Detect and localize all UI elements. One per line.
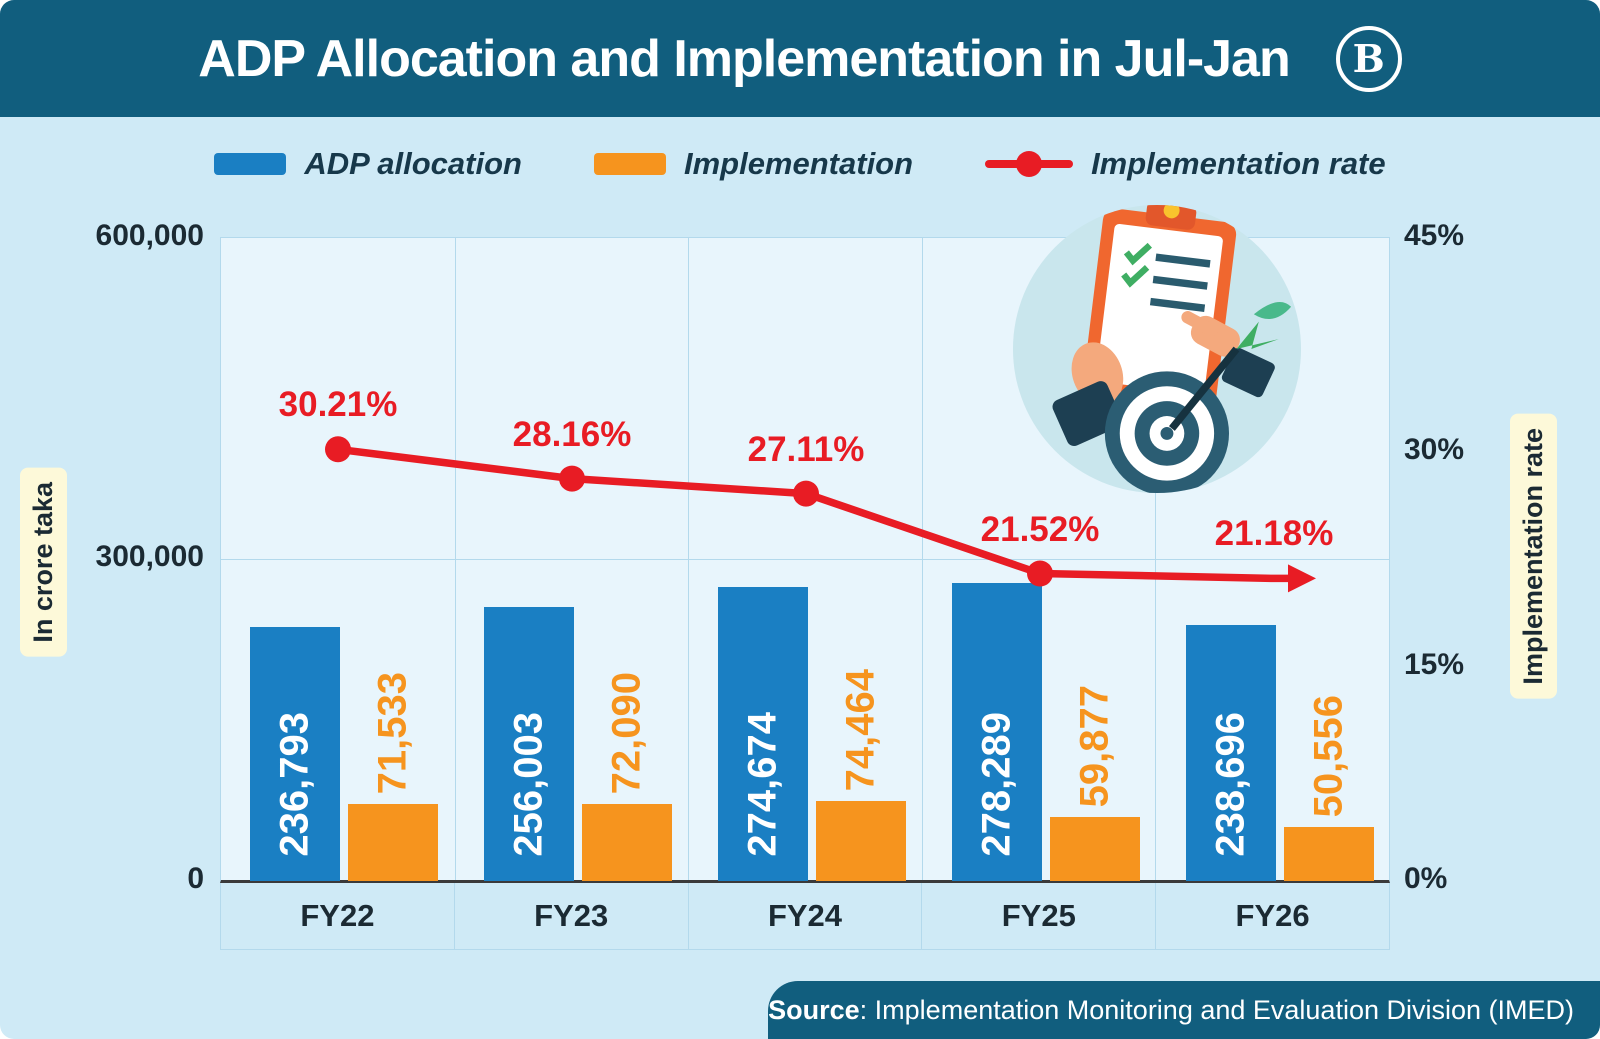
rate-point — [1027, 560, 1053, 587]
header: ADP Allocation and Implementation in Jul… — [0, 0, 1600, 117]
implementation-swatch-icon — [593, 153, 666, 175]
category-axis: FY22 FY23 FY24 FY25 FY26 — [220, 883, 1390, 950]
source-text: : Implementation Monitoring and Evaluati… — [859, 994, 1574, 1025]
source-bar: Source: Implementation Monitoring and Ev… — [768, 981, 1600, 1039]
right-axis-title: Implementation rate — [1510, 414, 1557, 699]
implementation-bar — [582, 804, 672, 881]
rate-value-label: 28.16% — [512, 414, 632, 454]
clipboard-target-illustration-icon — [1012, 204, 1302, 494]
legend-label: Implementation rate — [1091, 146, 1386, 181]
right-axis-tick: 30% — [1404, 433, 1465, 466]
gridline — [221, 559, 1389, 560]
category-band: 274,674 74,464 — [689, 238, 923, 881]
left-axis-tick: 600,000 — [95, 219, 204, 252]
adp-allocation-bar: 274,674 — [718, 587, 808, 881]
legend-label: ADP allocation — [304, 146, 522, 181]
tbs-logo-letter: B — [1352, 36, 1385, 81]
category-band: 278,289 59,877 — [923, 238, 1157, 881]
rate-point — [793, 480, 819, 507]
category-band: 236,793 71,533 — [221, 238, 455, 881]
implementation-rate-line — [325, 436, 1316, 593]
category-band: 256,003 72,090 — [455, 238, 689, 881]
source-label: Source — [768, 994, 860, 1025]
right-axis-tick: 15% — [1404, 648, 1465, 681]
adp-allocation-bar: 278,289 — [952, 583, 1042, 881]
left-axis-tick: 0 — [187, 862, 204, 895]
implementation-rate-swatch-icon — [985, 151, 1074, 177]
tbs-logo-icon: B — [1335, 25, 1402, 92]
rate-point — [559, 465, 585, 492]
legend-label: Implementation — [683, 146, 914, 181]
right-axis-tick: 0% — [1404, 862, 1448, 895]
category-label: FY26 — [1235, 898, 1310, 933]
implementation-bar — [1050, 817, 1140, 881]
category-label: FY25 — [922, 883, 1157, 949]
rate-point — [325, 436, 351, 463]
category-label: FY23 — [455, 883, 689, 949]
legend-item-adp-allocation: ADP allocation — [214, 146, 522, 182]
rate-arrowhead-icon — [1288, 564, 1316, 593]
rate-value-label: 21.18% — [1214, 514, 1334, 554]
rate-line-path — [337, 445, 1300, 583]
legend-item-implementation: Implementation — [593, 146, 914, 182]
left-axis-tick: 300,000 — [95, 540, 204, 573]
rate-labels-layer: 30.21% 28.16% 27.11% 21.52% 21.18% — [221, 238, 1391, 881]
adp-allocation-bar: 236,793 — [250, 627, 340, 881]
category-band: 238,696 50,556 — [1157, 238, 1391, 881]
adp-allocation-swatch-icon — [214, 153, 287, 175]
legend: ADP allocation Implementation Implementa… — [0, 138, 1600, 190]
rate-value-label: 21.52% — [980, 509, 1100, 549]
implementation-bar — [348, 804, 438, 881]
legend-item-implementation-rate: Implementation rate — [985, 146, 1386, 182]
category-label: FY24 — [689, 883, 923, 949]
implementation-bar — [816, 801, 906, 881]
adp-allocation-bar: 256,003 — [484, 607, 574, 881]
bars-layer: 236,793 71,533 256,003 72,090 274,674 74,464 2… — [221, 238, 1391, 881]
adp-allocation-bar: 238,696 — [1186, 625, 1276, 881]
rate-value-label: 27.11% — [747, 429, 865, 469]
right-axis-tick: 45% — [1404, 219, 1465, 252]
implementation-bar — [1284, 827, 1374, 881]
category-label: FY22 — [221, 883, 455, 949]
rate-value-label: 30.21% — [278, 385, 398, 425]
page-title: ADP Allocation and Implementation in Jul… — [198, 29, 1290, 88]
